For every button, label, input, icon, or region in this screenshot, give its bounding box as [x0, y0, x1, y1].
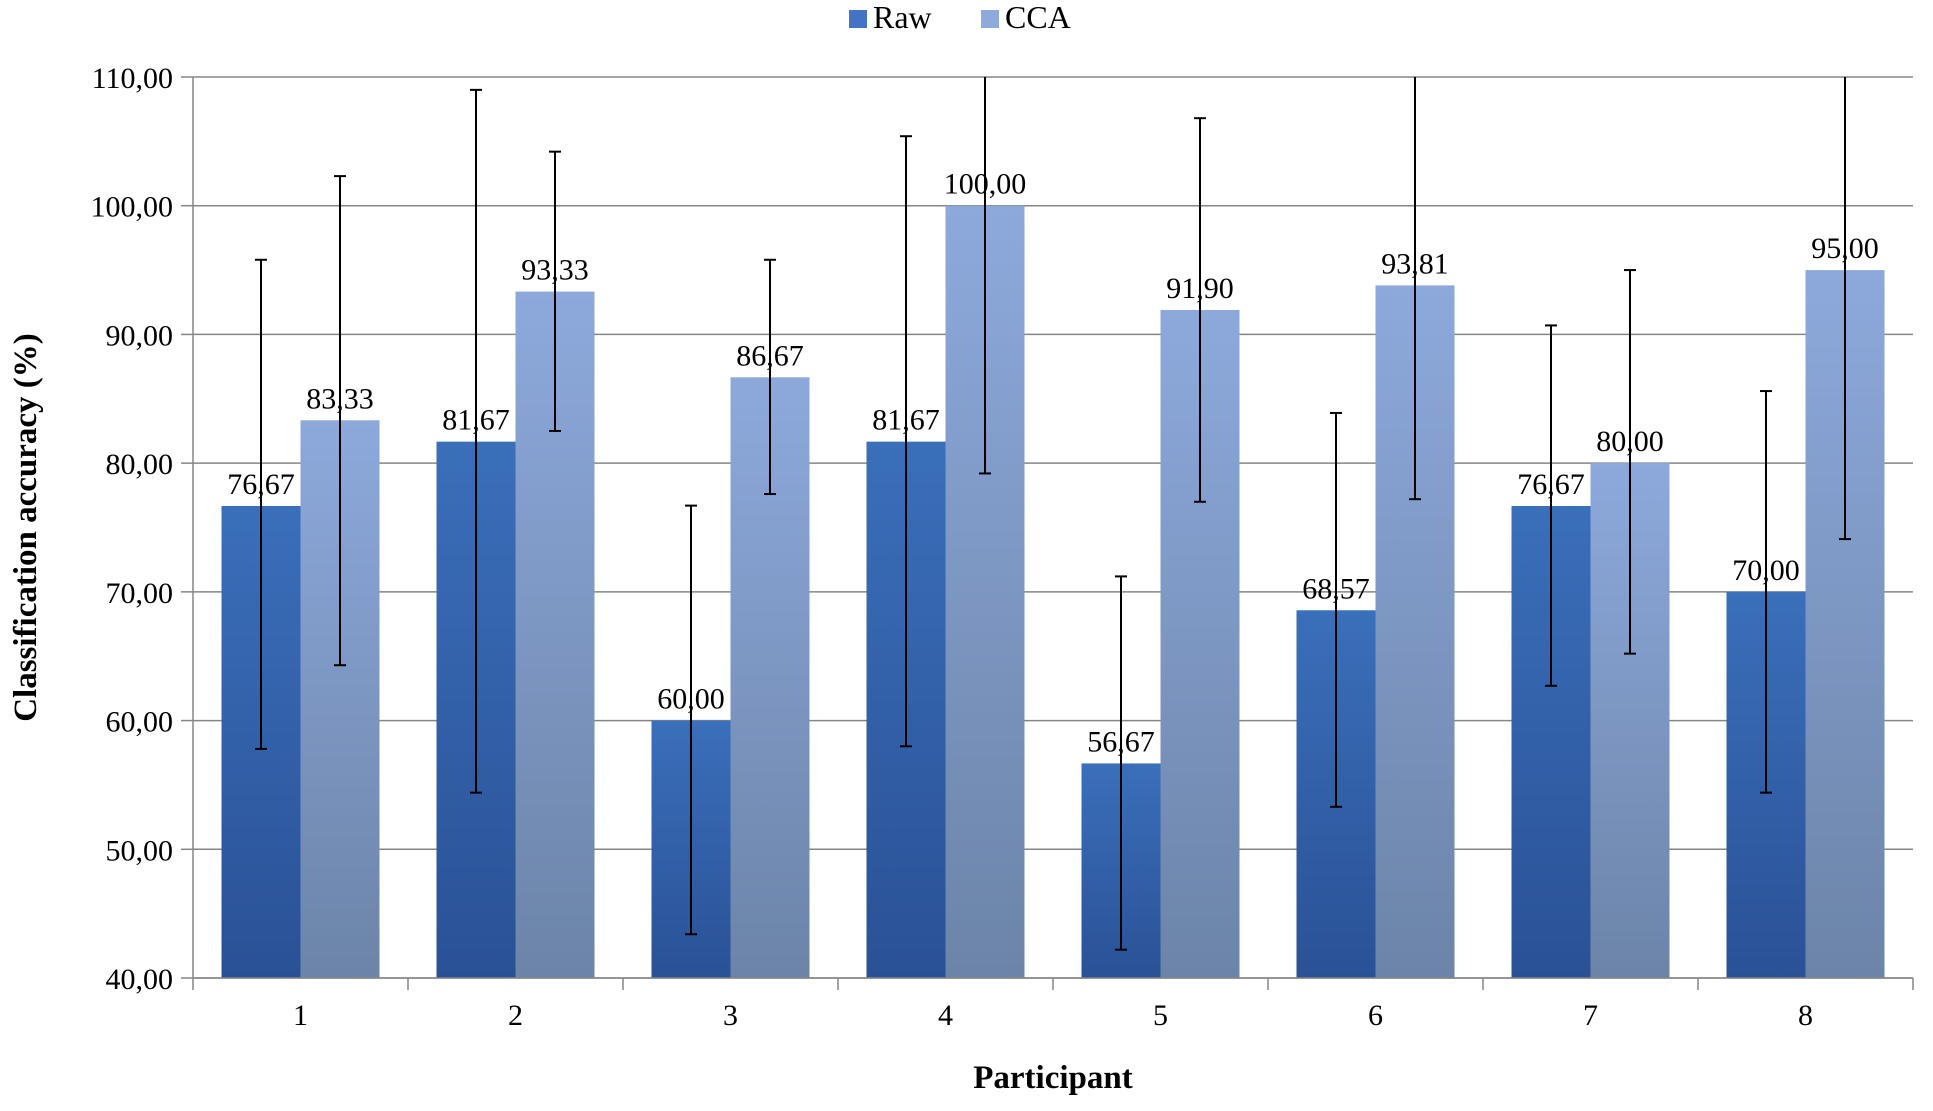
- data-label-cca: 80,00: [1596, 425, 1664, 458]
- data-label-cca: 95,00: [1811, 232, 1879, 265]
- y-tick-label: 110,00: [92, 62, 173, 95]
- x-tick-label: 6: [1368, 999, 1383, 1032]
- data-label-raw: 81,67: [442, 404, 510, 437]
- x-tick-label: 5: [1153, 999, 1168, 1032]
- data-labels: 76,67 83,33 81,67 93,33 60,00 86,67 81,67 100,0…: [227, 168, 1879, 759]
- y-tick-label: 80,00: [106, 448, 174, 481]
- x-tick-label: 4: [938, 999, 953, 1032]
- y-tick-label: 70,00: [106, 577, 174, 610]
- x-tick-label: 1: [293, 999, 308, 1032]
- x-tick-label: 3: [723, 999, 738, 1032]
- legend: Raw CCA: [849, 0, 1071, 35]
- data-label-cca: 83,33: [306, 382, 374, 415]
- x-tick-label: 2: [508, 999, 523, 1032]
- legend-swatch-raw[interactable]: [849, 10, 867, 28]
- data-label-raw: 70,00: [1732, 554, 1800, 587]
- x-tick-label: 8: [1798, 999, 1813, 1032]
- y-tick-label: 100,00: [91, 191, 174, 224]
- data-label-cca: 93,81: [1381, 247, 1449, 280]
- data-label-cca: 100,00: [944, 168, 1027, 201]
- y-tick-label: 50,00: [106, 834, 174, 867]
- legend-swatch-cca[interactable]: [981, 10, 999, 28]
- data-label-raw: 76,67: [1517, 468, 1585, 501]
- x-axis-title: Participant: [973, 1060, 1132, 1096]
- y-tick-label: 60,00: [106, 706, 174, 739]
- data-label-raw: 76,67: [227, 468, 295, 501]
- data-label-raw: 68,57: [1302, 572, 1370, 605]
- y-tick-label: 90,00: [106, 319, 174, 352]
- data-label-cca: 93,33: [521, 254, 589, 287]
- data-label-raw: 60,00: [657, 683, 725, 716]
- data-label-cca: 86,67: [736, 339, 804, 372]
- error-bars: [255, 77, 1851, 951]
- x-tick-label: 7: [1583, 999, 1598, 1032]
- y-axis-title: Classification accuracy (%): [8, 333, 44, 722]
- bars: [221, 205, 1885, 979]
- legend-label-raw[interactable]: Raw: [873, 0, 932, 35]
- legend-label-cca[interactable]: CCA: [1005, 0, 1071, 35]
- data-label-raw: 81,67: [872, 404, 940, 437]
- data-label-cca: 91,90: [1166, 272, 1234, 305]
- data-label-raw: 56,67: [1087, 725, 1155, 758]
- axes: 40,00 50,00 60,00 70,00 80,00 90,00 100,00 110,…: [91, 62, 1914, 1032]
- y-tick-label: 40,00: [106, 963, 174, 996]
